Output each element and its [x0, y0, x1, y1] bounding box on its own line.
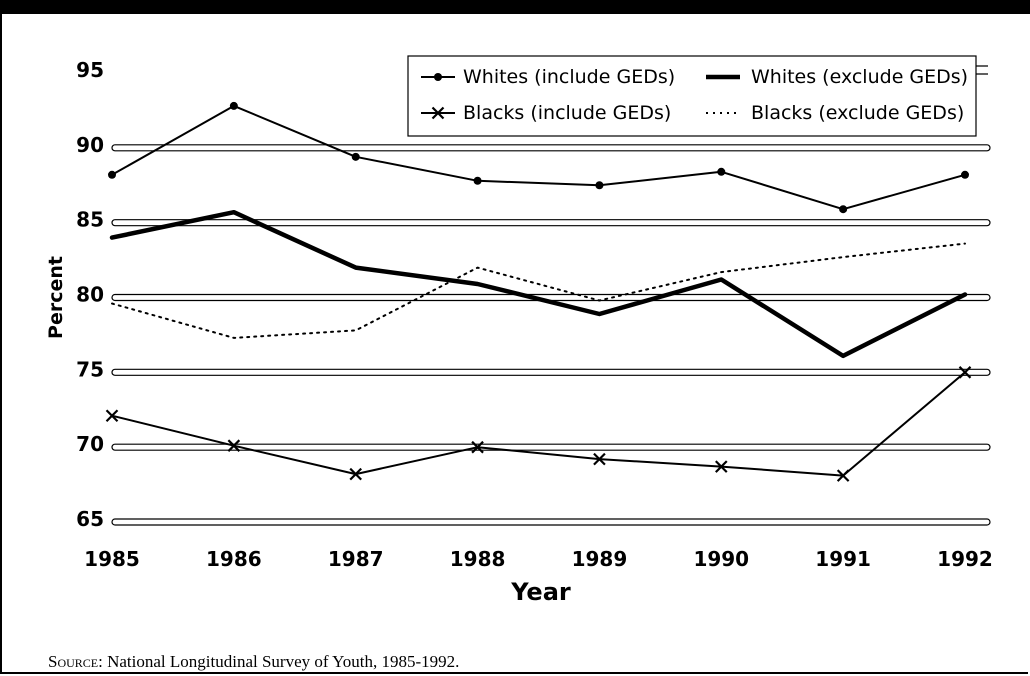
- data-point-s3-1990: [715, 460, 728, 473]
- series-line-4: [111, 242, 966, 339]
- x-tick-label-1988: 1988: [450, 547, 506, 571]
- data-point-s3-1992: [958, 366, 972, 379]
- series-line-2: [109, 209, 968, 359]
- series-line-3: [111, 371, 966, 477]
- gridline-70: [111, 443, 991, 451]
- y-tick-label-95: 95: [76, 58, 104, 82]
- source-text: National Longitudinal Survey of Youth, 1…: [102, 652, 460, 671]
- legend-box-tab: [976, 65, 988, 75]
- y-tick-label-80: 80: [76, 283, 104, 307]
- x-tick-label-1991: 1991: [815, 547, 871, 571]
- data-point-s3-1988: [471, 440, 484, 454]
- source-note: Source: National Longitudinal Survey of …: [48, 652, 459, 672]
- y-tick-label-75: 75: [76, 357, 104, 381]
- data-point-s1-1988: [473, 176, 482, 185]
- legend-marker-1: [434, 73, 442, 81]
- data-point-s1-1985: [108, 170, 116, 179]
- data-point-s3-1985: [105, 409, 119, 423]
- figure-frame: [0, 14, 1028, 674]
- data-point-s3-1987: [349, 467, 362, 481]
- data-point-s3-1991: [836, 469, 850, 482]
- legend-marker-3: [431, 106, 445, 120]
- x-tick-label-1992: 1992: [937, 547, 993, 571]
- data-point-s1-1991: [839, 205, 848, 214]
- y-tick-label-70: 70: [76, 432, 104, 456]
- gridline-80: [111, 293, 991, 302]
- data-point-s1-1987: [351, 152, 360, 161]
- data-point-s3-1986: [227, 439, 241, 452]
- series-line-1: [111, 104, 966, 211]
- x-tick-label-1986: 1986: [206, 547, 262, 571]
- data-point-s1-1992: [961, 170, 969, 179]
- x-tick-label-1987: 1987: [328, 547, 384, 571]
- x-tick-label-1985: 1985: [84, 547, 140, 571]
- x-tick-label-1990: 1990: [693, 547, 749, 571]
- legend-box: [407, 55, 977, 137]
- y-axis-title: Percent: [45, 256, 67, 339]
- gridline-85: [111, 219, 991, 227]
- y-tick-label-90: 90: [76, 133, 104, 157]
- data-point-s1-1990: [717, 167, 726, 176]
- source-label: Source:: [48, 652, 103, 671]
- y-tick-label-85: 85: [76, 208, 104, 232]
- gridline-65: [111, 518, 991, 526]
- gridline-90: [111, 144, 991, 152]
- legend-label-4: Blacks (exclude GEDs): [751, 102, 964, 124]
- x-axis-title: Year: [510, 578, 571, 606]
- data-point-s3-1989: [593, 452, 606, 466]
- legend-label-2: Whites (exclude GEDs): [751, 66, 968, 88]
- legend-label-1: Whites (include GEDs): [463, 66, 675, 88]
- top-border-bar: [0, 0, 1030, 14]
- data-point-s1-1989: [595, 181, 604, 190]
- data-point-s1-1986: [229, 101, 238, 110]
- y-tick-label-65: 65: [76, 507, 104, 531]
- legend-label-3: Blacks (include GEDs): [463, 102, 671, 124]
- x-tick-label-1989: 1989: [572, 547, 628, 571]
- gridline-75: [111, 368, 991, 376]
